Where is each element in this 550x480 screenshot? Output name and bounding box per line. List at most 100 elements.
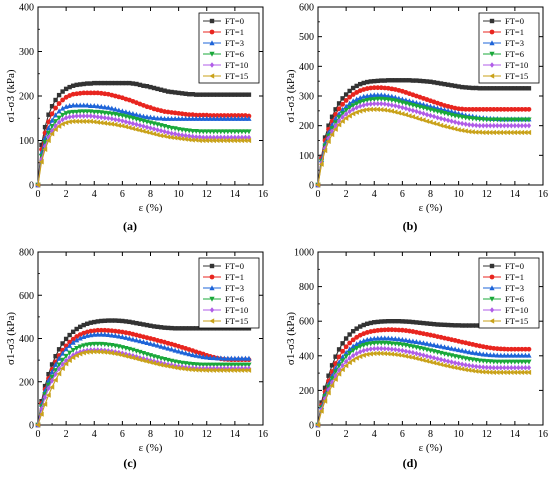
data-point (343, 344, 349, 350)
data-point (473, 116, 479, 122)
data-point (162, 109, 167, 114)
legend-label: FT=6 (225, 49, 244, 59)
data-point (435, 114, 440, 121)
data-point (354, 101, 360, 107)
data-point (56, 371, 62, 377)
data-point (92, 113, 97, 120)
data-point (228, 355, 234, 361)
data-point (477, 116, 483, 122)
data-point (130, 120, 136, 127)
data-point (368, 341, 374, 347)
data-point (315, 182, 321, 188)
data-point (81, 113, 86, 119)
data-point (509, 364, 514, 371)
data-point (158, 325, 164, 330)
data-point (91, 328, 97, 334)
data-point (438, 322, 444, 327)
x-tick-label: 14 (230, 189, 240, 200)
data-point (491, 106, 497, 112)
data-point (176, 348, 182, 354)
data-point (379, 319, 384, 324)
data-point (172, 110, 178, 116)
data-point (221, 137, 227, 144)
series-ft-3 (35, 102, 252, 188)
data-point (197, 134, 202, 140)
data-point (218, 137, 224, 144)
data-point (130, 336, 136, 342)
data-point (448, 108, 455, 114)
data-point (179, 91, 185, 96)
data-point (368, 97, 374, 103)
data-point (88, 113, 93, 119)
data-point (438, 356, 444, 363)
data-point (105, 111, 111, 117)
data-point (495, 86, 500, 91)
data-point (236, 92, 241, 97)
data-point (56, 355, 62, 361)
data-point (214, 137, 220, 144)
data-point (441, 362, 447, 368)
data-point (200, 129, 206, 135)
data-point (487, 106, 493, 112)
series-line (37, 333, 249, 426)
data-point (410, 338, 416, 344)
data-point (463, 106, 469, 112)
data-point (357, 344, 363, 350)
data-point (452, 119, 458, 125)
data-point (186, 133, 192, 139)
data-point (126, 335, 133, 341)
y-tick-label: 400 (19, 3, 34, 14)
data-point (49, 362, 55, 367)
data-point (144, 124, 150, 130)
data-point (214, 367, 220, 373)
legend-label: FT=10 (505, 60, 528, 70)
data-point (92, 347, 97, 353)
legend-marker (489, 73, 495, 79)
legend-marker (209, 18, 215, 24)
data-point (396, 347, 402, 353)
data-point (197, 129, 203, 135)
data-point (56, 119, 62, 126)
data-point (77, 109, 83, 115)
data-point (53, 354, 58, 359)
data-point (427, 103, 434, 109)
data-point (165, 89, 171, 94)
data-point (389, 346, 395, 353)
data-point (431, 80, 437, 85)
data-point (428, 354, 433, 360)
chart-panel-4: 0 2 4 6 8 10 12 14 16 0 200 400 600 800 1000 ε (%) σ1-σ3… (285, 248, 548, 471)
data-point (49, 131, 55, 137)
y-tick-label: 200 (19, 92, 34, 103)
data-point (490, 129, 496, 136)
data-point (375, 345, 380, 352)
data-point (526, 86, 532, 91)
x-tick-label: 8 (148, 429, 153, 440)
data-point (102, 327, 108, 333)
data-point (218, 113, 224, 118)
data-point (144, 114, 150, 120)
data-point (396, 95, 402, 101)
data-point (375, 319, 380, 325)
data-point (515, 106, 521, 112)
y-tick-label: 600 (299, 3, 314, 14)
data-point (399, 336, 405, 342)
data-point (196, 137, 202, 144)
data-point (186, 366, 192, 373)
data-point (144, 129, 150, 135)
data-point (340, 106, 346, 112)
data-point (417, 351, 423, 358)
data-point (488, 364, 493, 371)
data-point (221, 129, 227, 135)
data-point (218, 362, 224, 368)
data-point (116, 349, 122, 356)
data-point (35, 182, 41, 188)
data-point (501, 129, 507, 136)
data-point (473, 129, 479, 135)
legend-box (478, 257, 540, 329)
data-point (176, 131, 181, 138)
data-point (190, 326, 195, 331)
data-point (448, 345, 455, 351)
data-point (172, 347, 178, 353)
data-point (350, 357, 356, 363)
